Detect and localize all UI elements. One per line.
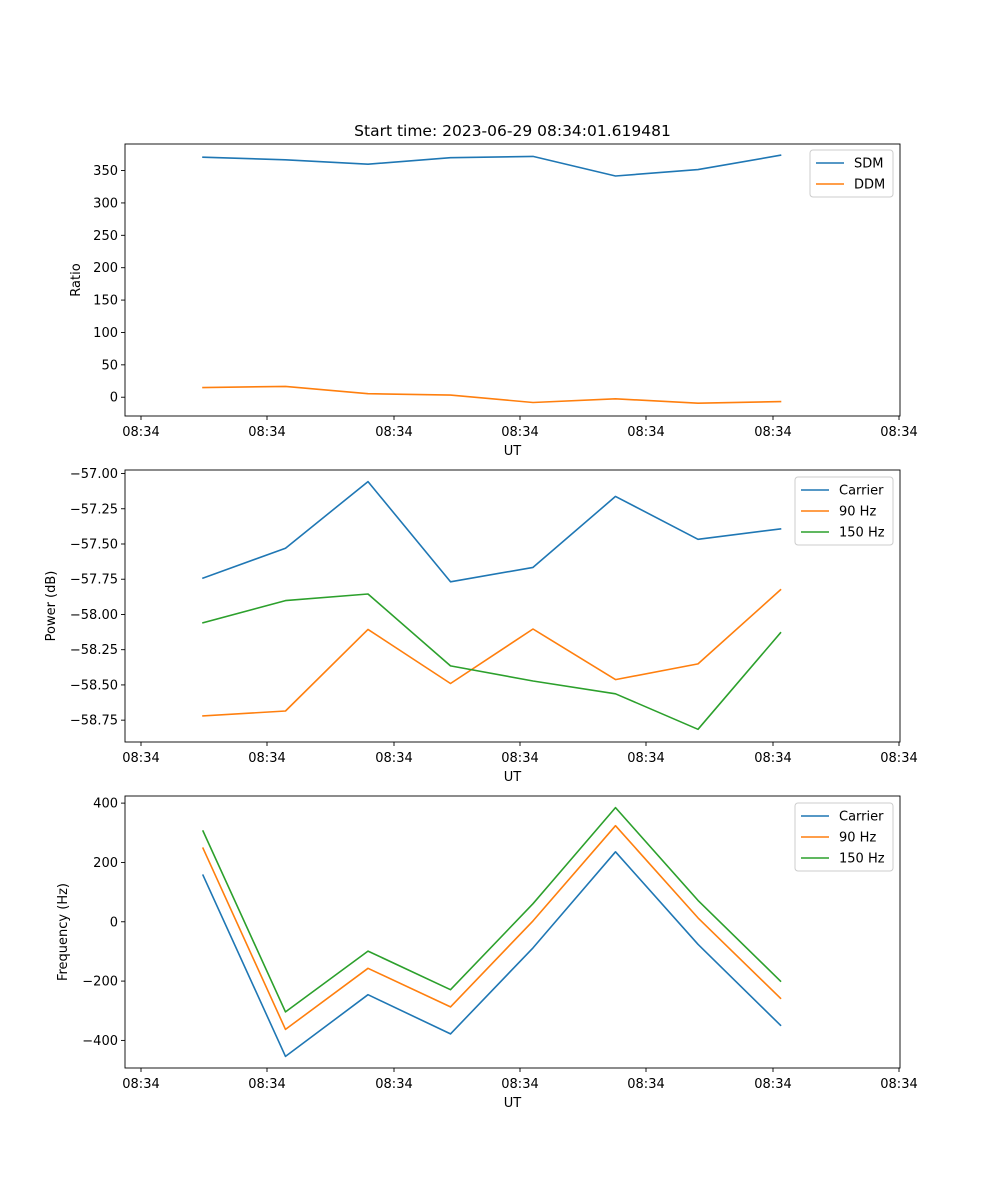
y-tick-label: −400	[82, 1034, 118, 1049]
y-tick-label: 300	[93, 196, 118, 211]
legend-label: 90 Hz	[839, 505, 876, 520]
x-tick-label: 08:34	[880, 1077, 917, 1092]
x-axis-label: UT	[504, 770, 522, 785]
y-tick-label: 150	[93, 294, 118, 309]
x-tick-label: 08:34	[501, 425, 538, 440]
x-tick-label: 08:34	[754, 1077, 791, 1092]
x-tick-label: 08:34	[754, 751, 791, 766]
y-tick-label: −200	[82, 975, 118, 990]
legend-label: SDM	[854, 157, 883, 172]
x-axis-label: UT	[504, 1096, 522, 1111]
y-tick-label: −57.75	[70, 573, 118, 588]
series-line-150-hz	[201, 806, 782, 1013]
y-tick-label: 250	[93, 229, 118, 244]
legend-label: Carrier	[839, 484, 884, 499]
y-tick-label: 200	[93, 261, 118, 276]
y-tick-label: 0	[110, 391, 118, 406]
y-tick-label: 50	[101, 358, 118, 373]
y-tick-label: 400	[93, 797, 118, 812]
y-tick-label: −57.25	[70, 502, 118, 517]
x-tick-label: 08:34	[627, 425, 664, 440]
x-tick-label: 08:34	[880, 425, 917, 440]
series-line-carrier	[201, 850, 782, 1058]
x-tick-label: 08:34	[248, 425, 285, 440]
legend-label: 150 Hz	[839, 852, 885, 867]
series-line-ddm	[202, 385, 782, 405]
chart-panel-1: 08:34 08:34 08:34 08:34 08:34 08:34 08:34 0 50 10…	[69, 122, 918, 459]
x-tick-label: 08:34	[375, 751, 412, 766]
chart-panel-2: 08:34 08:34 08:34 08:34 08:34 08:34 08:34 −57.0…	[44, 467, 918, 785]
legend-label: 90 Hz	[839, 831, 876, 846]
legend: Carrier 90 Hz 150 Hz	[794, 802, 894, 872]
y-tick-label: −58.50	[70, 678, 118, 693]
y-tick-label: −58.00	[70, 608, 118, 623]
x-tick-label: 08:34	[627, 751, 664, 766]
x-tick-label: 08:34	[501, 751, 538, 766]
x-tick-label: 08:34	[248, 1077, 285, 1092]
series-line-carrier	[201, 480, 782, 583]
x-tick-label: 08:34	[754, 425, 791, 440]
plot-frame	[124, 795, 901, 1069]
x-axis-label: UT	[504, 444, 522, 459]
x-tick-label: 08:34	[627, 1077, 664, 1092]
y-axis-label: Power (dB)	[44, 571, 59, 642]
y-tick-label: 350	[93, 164, 118, 179]
y-tick-label: −58.75	[70, 714, 118, 729]
plot-frame	[124, 469, 901, 743]
y-axis-label: Ratio	[69, 263, 84, 296]
y-tick-label: 0	[110, 915, 118, 930]
y-tick-label: −57.00	[70, 467, 118, 482]
x-tick-label: 08:34	[501, 1077, 538, 1092]
chart-panel-3: 08:34 08:34 08:34 08:34 08:34 08:34 08:34 −400 −…	[56, 795, 918, 1111]
chart-title: Start time: 2023-06-29 08:34:01.619481	[354, 122, 671, 140]
legend-box	[794, 476, 894, 546]
x-tick-label: 08:34	[122, 751, 159, 766]
plot-frame	[124, 143, 901, 417]
x-tick-label: 08:34	[122, 425, 159, 440]
y-tick-label: 100	[93, 326, 118, 341]
y-axis-label: Frequency (Hz)	[56, 883, 71, 981]
legend-box	[809, 149, 894, 198]
y-tick-label: −58.25	[70, 643, 118, 658]
legend: SDM DDM	[809, 149, 894, 198]
y-tick-label: 200	[93, 856, 118, 871]
x-tick-label: 08:34	[375, 1077, 412, 1092]
x-tick-label: 08:34	[375, 425, 412, 440]
series-line-sdm	[202, 154, 782, 177]
legend-label: Carrier	[839, 810, 884, 825]
legend: Carrier 90 Hz 150 Hz	[794, 476, 894, 546]
x-tick-label: 08:34	[122, 1077, 159, 1092]
legend-label: DDM	[854, 178, 885, 193]
x-tick-label: 08:34	[248, 751, 285, 766]
y-tick-label: −57.50	[70, 537, 118, 552]
legend-label: 150 Hz	[839, 526, 885, 541]
x-tick-label: 08:34	[880, 751, 917, 766]
series-line-150-hz	[202, 593, 782, 731]
series-line-90-hz	[202, 588, 782, 717]
series-line-90-hz	[201, 824, 782, 1031]
legend-box	[794, 802, 894, 872]
